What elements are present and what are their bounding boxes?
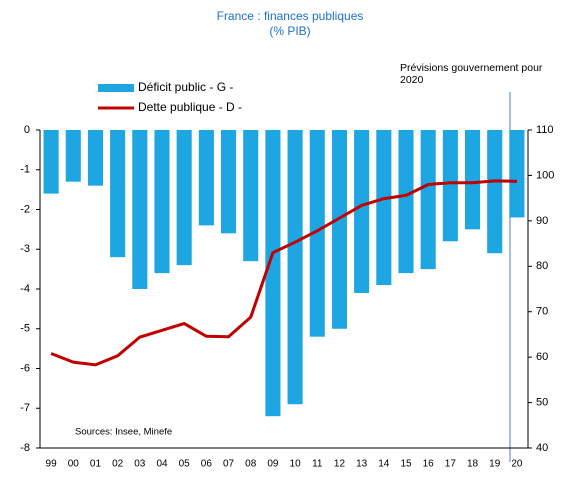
x-tick-label: 20 <box>511 459 523 470</box>
x-tick-label: 12 <box>334 459 346 470</box>
annotation: Prévisions gouvernement pour 2020 <box>400 62 543 86</box>
bar <box>376 130 392 286</box>
y-tick-label: -2 <box>20 203 30 215</box>
y-tick-label: -4 <box>20 283 30 295</box>
y2-tick-label: 100 <box>536 169 554 181</box>
y-tick-label: -1 <box>20 164 30 176</box>
legend-swatch <box>98 84 134 92</box>
bar <box>221 130 237 234</box>
x-tick-label: 15 <box>400 459 412 470</box>
y-tick-label: -8 <box>20 442 30 454</box>
x-tick-label: 19 <box>489 459 501 470</box>
source: Sources: Insee, Minefe <box>75 427 172 438</box>
x-tick-label: 13 <box>356 459 368 470</box>
bar <box>465 130 481 230</box>
x-tick-label: 09 <box>267 459 279 470</box>
chart-subtitle: (% PIB) <box>269 24 310 38</box>
bar <box>398 130 414 274</box>
bar <box>487 130 503 254</box>
bar <box>509 130 525 218</box>
y-tick-label: -5 <box>20 323 30 335</box>
x-tick-label: 17 <box>445 459 457 470</box>
bar <box>110 130 126 258</box>
x-tick-label: 03 <box>134 459 146 470</box>
x-tick-label: 08 <box>245 459 257 470</box>
x-tick-label: 14 <box>378 459 390 470</box>
x-tick-label: 00 <box>68 459 80 470</box>
y-tick-label: -6 <box>20 362 30 374</box>
bar <box>287 130 303 405</box>
bar <box>243 130 259 262</box>
x-tick-label: 01 <box>90 459 102 470</box>
y-tick-label: 0 <box>24 124 30 136</box>
bar <box>154 130 170 274</box>
bar <box>198 130 214 226</box>
y2-tick-label: 60 <box>536 351 548 363</box>
legend-label: Déficit public - G - <box>138 80 233 94</box>
x-tick-label: 11 <box>312 459 323 470</box>
x-tick-label: 04 <box>156 459 168 470</box>
bar <box>442 130 458 242</box>
x-tick-label: 02 <box>112 459 124 470</box>
x-tick-label: 05 <box>179 459 191 470</box>
x-tick-label: 10 <box>290 459 302 470</box>
x-tick-label: 06 <box>201 459 213 470</box>
chart-title: France : finances publiques <box>217 9 364 23</box>
y2-tick-label: 80 <box>536 260 548 272</box>
bar <box>309 130 325 337</box>
bar <box>43 130 59 194</box>
y2-tick-label: 90 <box>536 215 548 227</box>
x-tick-label: 18 <box>467 459 479 470</box>
line <box>50 179 517 367</box>
x-tick-label: 07 <box>223 459 235 470</box>
annotation-box: Prévisions gouvernement pour 2020 <box>400 62 543 86</box>
y-tick-label: -3 <box>20 243 30 255</box>
y-tick-label: -7 <box>20 402 30 414</box>
x-tick-label: 99 <box>46 459 58 470</box>
bar <box>65 130 81 182</box>
bar <box>265 130 281 417</box>
y2-tick-label: 40 <box>536 442 548 454</box>
y2-tick-label: 70 <box>536 306 548 318</box>
bar <box>87 130 103 186</box>
bar <box>420 130 436 270</box>
bar <box>331 130 347 329</box>
y2-tick-label: 110 <box>536 124 554 136</box>
bar <box>132 130 148 289</box>
bar <box>176 130 192 266</box>
x-tick-label: 16 <box>423 459 435 470</box>
y2-tick-label: 50 <box>536 396 548 408</box>
bar <box>354 130 370 293</box>
legend-label: Dette publique - D - <box>138 100 242 114</box>
